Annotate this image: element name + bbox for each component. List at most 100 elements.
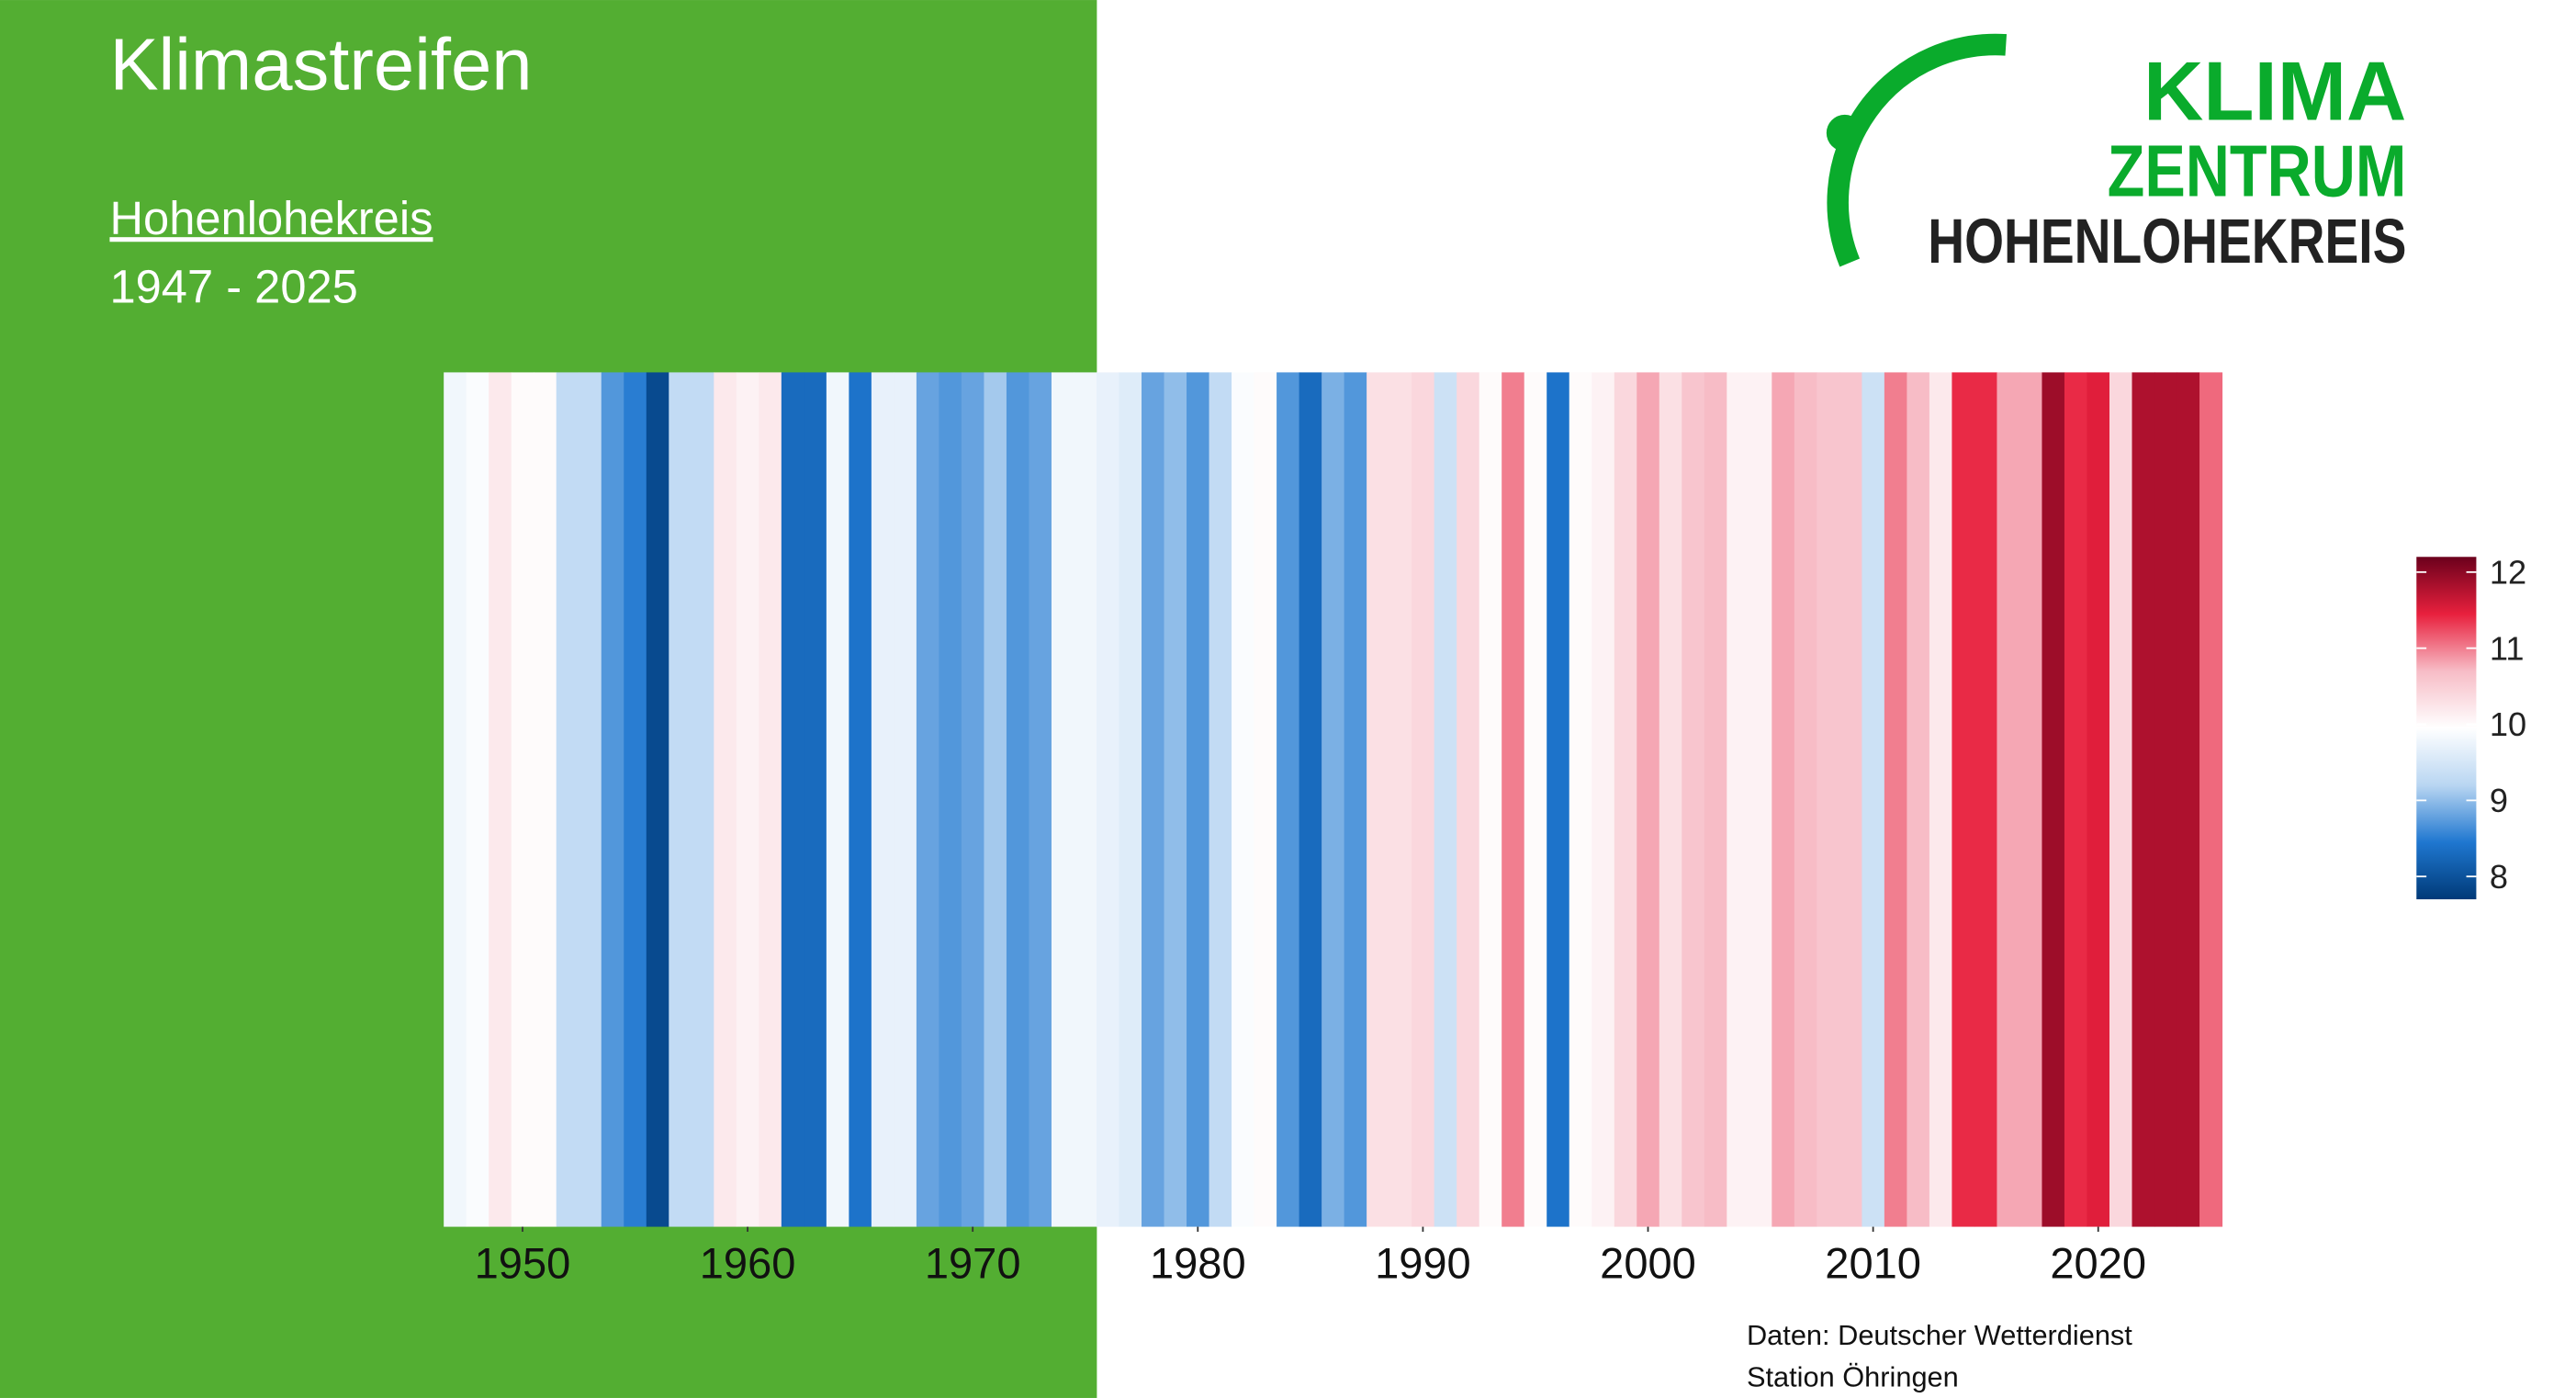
colorbar-tick-label: 12	[2490, 554, 2526, 592]
logo-text: HOHENLOHEKREIS	[1928, 206, 2406, 276]
stripe	[1659, 372, 1682, 1227]
stripe	[849, 372, 872, 1227]
stripe	[2087, 372, 2110, 1227]
stripe	[1344, 372, 1367, 1227]
stripe	[1322, 372, 1345, 1227]
stripe	[2019, 372, 2042, 1227]
stripe	[894, 372, 917, 1227]
stripe	[534, 372, 557, 1227]
stripe	[1862, 372, 1885, 1227]
stripe	[1006, 372, 1030, 1227]
stripe	[1524, 372, 1547, 1227]
stripe	[1412, 372, 1435, 1227]
stripe	[826, 372, 849, 1227]
x-tick-label: 2020	[2050, 1239, 2146, 1288]
stripe	[1254, 372, 1277, 1227]
stripe	[1817, 372, 1840, 1227]
stripe	[1119, 372, 1142, 1227]
colorbar	[2416, 557, 2477, 900]
stripe	[1096, 372, 1120, 1227]
stripe	[2064, 372, 2088, 1227]
stripe	[1051, 372, 1075, 1227]
stripe	[1142, 372, 1165, 1227]
source: Daten: Deutscher Wetterdienst	[1747, 1319, 2132, 1351]
stripe	[736, 372, 759, 1227]
stripe	[1389, 372, 1412, 1227]
stripe	[1727, 372, 1750, 1227]
stripe	[871, 372, 894, 1227]
stripe	[1794, 372, 1817, 1227]
stripe	[1457, 372, 1480, 1227]
stripe	[2109, 372, 2133, 1227]
stripe	[669, 372, 692, 1227]
stripe	[489, 372, 512, 1227]
stripe	[1187, 372, 1210, 1227]
stripes	[444, 372, 2223, 1227]
colorbar-tick-label: 8	[2490, 858, 2508, 896]
stripe	[1907, 372, 1930, 1227]
x-tick-label: 2010	[1825, 1239, 1921, 1288]
stripe	[1997, 372, 2020, 1227]
colorbar-tick-label: 10	[2490, 705, 2526, 743]
stripe	[1929, 372, 1952, 1227]
x-tick-label: 1960	[700, 1239, 796, 1288]
stripe	[579, 372, 602, 1227]
stripe	[1164, 372, 1187, 1227]
stripe	[1502, 372, 1525, 1227]
stripe	[624, 372, 647, 1227]
colorbar-tick-label: 11	[2490, 629, 2525, 667]
stripe	[1569, 372, 1592, 1227]
stripe	[1839, 372, 1862, 1227]
stripe	[1704, 372, 1727, 1227]
stripe	[1974, 372, 1997, 1227]
stripe	[1547, 372, 1570, 1227]
x-tick-label: 2000	[1600, 1239, 1696, 1288]
stripe	[2199, 372, 2223, 1227]
stripe	[1682, 372, 1705, 1227]
x-tick-label: 1990	[1375, 1239, 1471, 1288]
source: Station Öhringen	[1747, 1360, 1959, 1392]
stripe	[984, 372, 1007, 1227]
logo-arc	[1827, 33, 2008, 267]
subtitle: Hohenlohekreis	[109, 192, 433, 244]
stripe	[466, 372, 489, 1227]
stripe	[646, 372, 669, 1227]
colorbar-tick-label: 9	[2490, 782, 2508, 819]
stripe	[2154, 372, 2178, 1227]
stripe	[556, 372, 579, 1227]
chart-title: Klimastreifen	[109, 24, 532, 106]
x-tick-label: 1970	[925, 1239, 1021, 1288]
stripe	[1434, 372, 1457, 1227]
stripe	[2042, 372, 2065, 1227]
logo-dot	[1826, 114, 1863, 152]
stripe	[691, 372, 714, 1227]
stripe	[1074, 372, 1097, 1227]
x-tick-label: 1980	[1150, 1239, 1246, 1288]
stripe	[1232, 372, 1255, 1227]
stripe	[2177, 372, 2200, 1227]
stripe	[1209, 372, 1232, 1227]
stripe	[1637, 372, 1660, 1227]
stripe	[601, 372, 624, 1227]
stripe	[1772, 372, 1795, 1227]
stripe	[1614, 372, 1637, 1227]
stripe	[1367, 372, 1390, 1227]
stripe	[781, 372, 804, 1227]
stripe	[1029, 372, 1052, 1227]
stripe	[961, 372, 984, 1227]
stripe	[511, 372, 534, 1227]
stripe	[2132, 372, 2155, 1227]
stripe	[939, 372, 962, 1227]
logo-text: ZENTRUM	[2108, 130, 2407, 212]
stripe	[804, 372, 827, 1227]
stripe	[1749, 372, 1772, 1227]
stripe	[1479, 372, 1502, 1227]
period: 1947 - 2025	[109, 260, 357, 312]
stripe	[444, 372, 467, 1227]
logo-text: KLIMA	[2143, 45, 2406, 138]
stripe	[1592, 372, 1615, 1227]
stripe	[1277, 372, 1300, 1227]
x-tick-label: 1950	[475, 1239, 571, 1288]
stripe	[1299, 372, 1322, 1227]
